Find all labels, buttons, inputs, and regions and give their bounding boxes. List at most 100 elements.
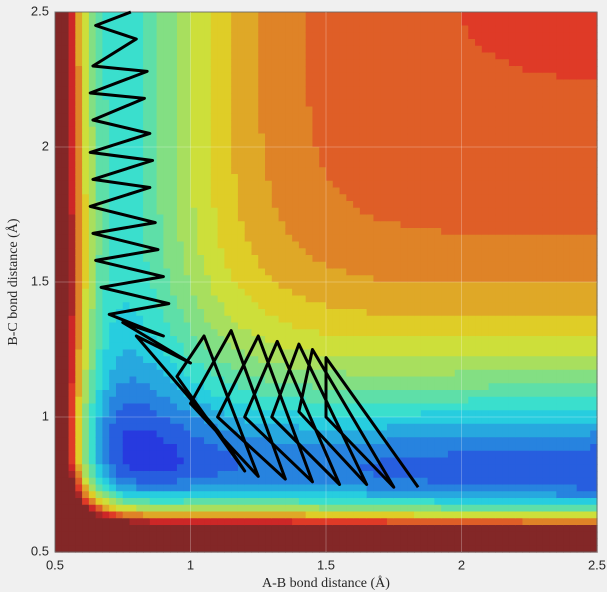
field-cell <box>55 504 63 513</box>
field-cell <box>122 275 131 283</box>
field-cell <box>183 342 192 351</box>
field-cell <box>217 437 225 445</box>
field-cell <box>414 18 422 27</box>
field-cell <box>332 52 341 60</box>
field-cell <box>468 477 476 486</box>
field-cell <box>292 295 300 303</box>
field-cell <box>366 437 375 445</box>
field-cell <box>373 45 381 54</box>
field-cell <box>339 369 347 378</box>
field-cell <box>339 545 347 553</box>
field-cell <box>183 545 192 553</box>
field-cell <box>353 126 361 135</box>
field-cell <box>237 477 246 486</box>
field-cell <box>461 187 469 195</box>
field-cell <box>285 133 293 141</box>
field-cell <box>197 248 205 256</box>
field-cell <box>373 255 381 263</box>
field-cell <box>366 261 375 270</box>
field-cell <box>373 309 381 317</box>
field-cell <box>454 376 463 384</box>
field-cell <box>197 66 205 74</box>
field-cell <box>393 93 402 101</box>
field-cell <box>319 25 327 33</box>
field-cell <box>197 234 205 243</box>
field-cell <box>414 160 422 168</box>
field-cell <box>407 52 415 60</box>
field-cell <box>163 201 171 209</box>
field-cell <box>434 99 442 108</box>
field-cell <box>386 45 395 54</box>
field-cell <box>326 444 334 452</box>
field-cell <box>244 504 253 513</box>
field-cell <box>109 376 117 384</box>
field-cell <box>163 180 171 189</box>
field-cell <box>109 403 117 411</box>
field-cell <box>461 322 469 330</box>
field-cell <box>427 93 435 101</box>
field-cell <box>427 221 435 229</box>
field-cell <box>441 214 449 222</box>
field-cell <box>461 241 469 249</box>
field-cell <box>359 538 368 546</box>
field-cell <box>122 18 131 27</box>
field-cell <box>380 133 388 141</box>
field-cell <box>454 437 463 445</box>
field-cell <box>163 531 171 540</box>
field-cell <box>468 349 476 357</box>
field-cell <box>339 214 347 222</box>
field-cell <box>265 140 273 148</box>
field-cell <box>75 45 83 54</box>
field-cell <box>278 363 286 371</box>
field-cell <box>75 268 83 276</box>
field-cell <box>102 349 110 357</box>
field-cell <box>149 477 158 486</box>
field-cell <box>251 93 259 101</box>
field-cell <box>204 403 212 411</box>
field-cell <box>102 295 110 303</box>
field-cell <box>427 464 435 472</box>
field-cell <box>231 153 239 162</box>
field-cell <box>190 248 198 256</box>
field-cell <box>434 369 442 378</box>
field-cell <box>312 241 320 249</box>
field-cell <box>454 288 463 297</box>
field-cell <box>305 444 314 452</box>
field-cell <box>393 45 402 54</box>
field-cell <box>414 322 422 330</box>
field-cell <box>353 356 361 364</box>
field-cell <box>420 86 429 94</box>
field-cell <box>149 194 158 202</box>
field-cell <box>339 25 347 33</box>
field-cell <box>271 194 280 202</box>
field-cell <box>163 315 171 324</box>
field-cell <box>122 126 131 135</box>
field-cell <box>278 66 286 74</box>
field-cell <box>55 147 63 155</box>
field-cell <box>210 12 219 20</box>
field-cell <box>143 126 151 135</box>
field-cell <box>190 201 198 209</box>
field-cell <box>231 174 239 182</box>
field-cell <box>55 32 63 40</box>
field-cell <box>271 410 280 418</box>
field-cell <box>420 72 429 81</box>
field-cell <box>129 450 137 459</box>
field-cell <box>129 430 137 438</box>
field-cell <box>434 194 442 202</box>
field-cell <box>237 457 246 465</box>
field-cell <box>447 336 456 344</box>
field-cell <box>420 356 429 364</box>
field-cell <box>122 12 131 20</box>
field-cell <box>88 383 97 391</box>
field-cell <box>129 531 137 540</box>
field-cell <box>427 66 435 74</box>
field-cell <box>326 18 334 27</box>
field-cell <box>407 329 415 337</box>
field-cell <box>95 363 104 371</box>
field-cell <box>122 484 131 492</box>
field-cell <box>136 457 144 465</box>
field-cell <box>298 228 307 236</box>
field-cell <box>298 106 307 114</box>
field-cell <box>447 126 456 135</box>
